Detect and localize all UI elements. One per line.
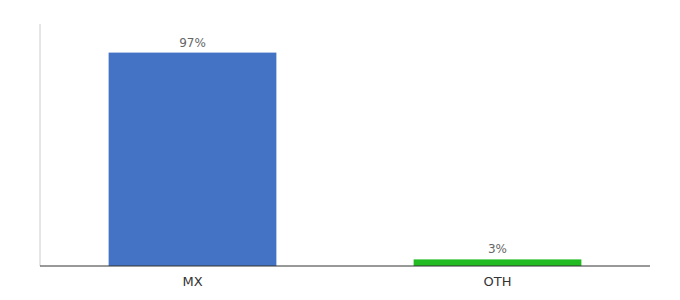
bars [109,53,582,266]
data-label: 3% [488,242,507,256]
data-label: 97% [179,36,206,50]
chart-container: MX OTH 97% 3% [0,0,680,300]
chart: MX OTH 97% 3% [0,0,680,300]
x-axis-line [40,266,650,267]
x-tick-label: OTH [484,274,512,289]
x-tick-label: MX [182,274,202,289]
bar [109,53,277,266]
bar [414,259,582,266]
y-axis-line [40,24,41,266]
